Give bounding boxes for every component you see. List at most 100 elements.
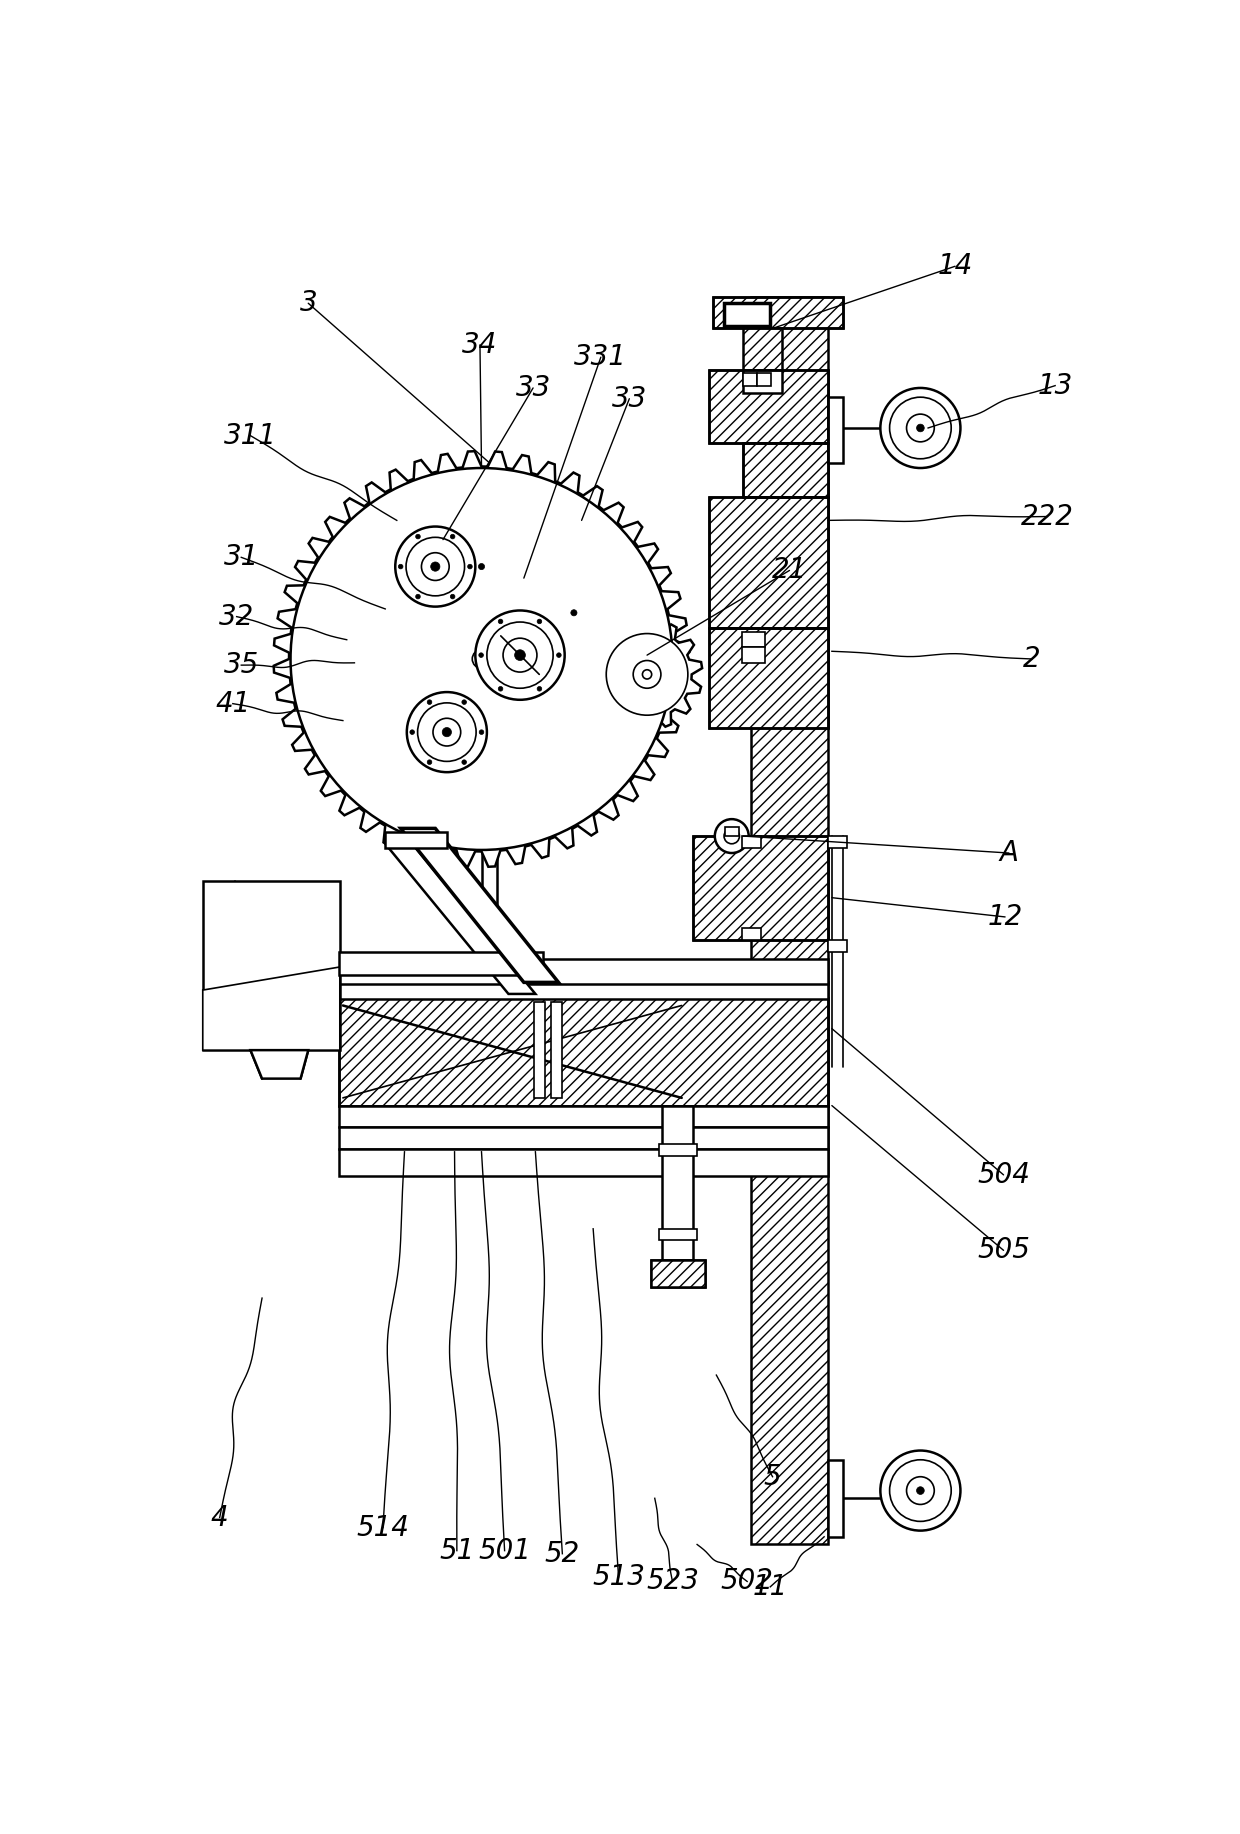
Bar xyxy=(339,983,828,1000)
Text: 222: 222 xyxy=(1021,503,1074,530)
Text: 513: 513 xyxy=(593,1563,645,1590)
Text: 4: 4 xyxy=(211,1504,228,1531)
Bar xyxy=(708,370,828,444)
Text: 505: 505 xyxy=(977,1236,1030,1264)
Circle shape xyxy=(606,633,688,715)
Bar xyxy=(743,444,828,497)
Bar xyxy=(743,372,758,387)
Bar xyxy=(534,1001,544,1099)
Polygon shape xyxy=(386,844,536,994)
Circle shape xyxy=(642,669,652,679)
Circle shape xyxy=(634,660,661,688)
Circle shape xyxy=(443,728,451,737)
Bar xyxy=(339,1128,828,1148)
Circle shape xyxy=(570,609,577,616)
Bar xyxy=(662,1106,693,1260)
Circle shape xyxy=(461,701,466,704)
Circle shape xyxy=(433,719,461,746)
Circle shape xyxy=(398,565,403,569)
Circle shape xyxy=(906,1476,934,1504)
Bar xyxy=(742,928,761,941)
Circle shape xyxy=(407,691,487,772)
Bar xyxy=(828,1460,843,1537)
Bar xyxy=(828,941,847,952)
Text: 311: 311 xyxy=(224,422,277,449)
Bar xyxy=(658,1144,697,1155)
Bar xyxy=(551,1001,562,1099)
Circle shape xyxy=(428,701,432,704)
Text: 33: 33 xyxy=(611,385,647,413)
Polygon shape xyxy=(751,297,828,1544)
Circle shape xyxy=(503,638,537,671)
Bar xyxy=(828,836,847,847)
Polygon shape xyxy=(743,444,828,497)
Text: 31: 31 xyxy=(223,543,259,572)
Bar xyxy=(651,1260,704,1286)
Circle shape xyxy=(467,565,472,569)
Text: 12: 12 xyxy=(987,902,1023,932)
Bar xyxy=(713,297,843,328)
Circle shape xyxy=(515,649,526,660)
Circle shape xyxy=(418,702,476,761)
Circle shape xyxy=(889,398,951,458)
Circle shape xyxy=(498,620,503,624)
Bar xyxy=(658,1229,697,1240)
Bar xyxy=(339,1106,828,1128)
Text: 51: 51 xyxy=(439,1537,475,1564)
Text: 523: 523 xyxy=(646,1568,699,1596)
Text: 13: 13 xyxy=(1038,372,1073,400)
Circle shape xyxy=(405,537,465,596)
Bar xyxy=(339,959,828,983)
Bar xyxy=(386,833,446,847)
Circle shape xyxy=(415,594,420,600)
Text: 502: 502 xyxy=(720,1568,774,1596)
Bar xyxy=(758,372,771,387)
Text: 504: 504 xyxy=(977,1161,1030,1188)
Text: 5: 5 xyxy=(764,1464,781,1491)
Text: 2: 2 xyxy=(1023,646,1040,673)
Text: 331: 331 xyxy=(574,343,627,370)
Polygon shape xyxy=(743,328,781,370)
Polygon shape xyxy=(713,297,843,328)
Circle shape xyxy=(880,1451,961,1531)
Text: 32: 32 xyxy=(219,603,254,631)
Circle shape xyxy=(487,622,553,688)
Text: 11: 11 xyxy=(753,1574,787,1601)
Circle shape xyxy=(880,389,961,468)
Circle shape xyxy=(916,1487,924,1495)
Polygon shape xyxy=(203,967,340,1051)
Bar xyxy=(742,633,765,647)
Text: 52: 52 xyxy=(544,1541,580,1568)
Circle shape xyxy=(428,759,432,765)
Circle shape xyxy=(714,820,749,853)
Polygon shape xyxy=(339,998,828,1106)
Text: 3: 3 xyxy=(299,290,317,317)
Text: 21: 21 xyxy=(771,556,807,585)
Circle shape xyxy=(475,611,564,701)
Bar xyxy=(708,629,828,728)
Bar xyxy=(203,880,340,1051)
Circle shape xyxy=(916,424,924,431)
Bar xyxy=(742,647,765,662)
Polygon shape xyxy=(708,629,828,728)
Polygon shape xyxy=(693,836,828,941)
Bar xyxy=(828,398,843,462)
Text: 14: 14 xyxy=(937,253,972,281)
Polygon shape xyxy=(401,829,558,983)
Circle shape xyxy=(557,653,562,657)
Circle shape xyxy=(396,526,475,607)
Polygon shape xyxy=(708,497,828,629)
Text: 34: 34 xyxy=(463,330,497,359)
Polygon shape xyxy=(250,1051,309,1078)
Bar xyxy=(693,836,828,941)
Circle shape xyxy=(537,686,542,691)
Text: 514: 514 xyxy=(357,1513,409,1542)
Bar xyxy=(339,952,543,974)
Polygon shape xyxy=(591,618,702,730)
Bar xyxy=(724,303,770,326)
Circle shape xyxy=(472,649,491,668)
Polygon shape xyxy=(651,1260,704,1286)
Text: 501: 501 xyxy=(479,1537,531,1564)
Circle shape xyxy=(450,594,455,600)
Circle shape xyxy=(430,561,440,570)
